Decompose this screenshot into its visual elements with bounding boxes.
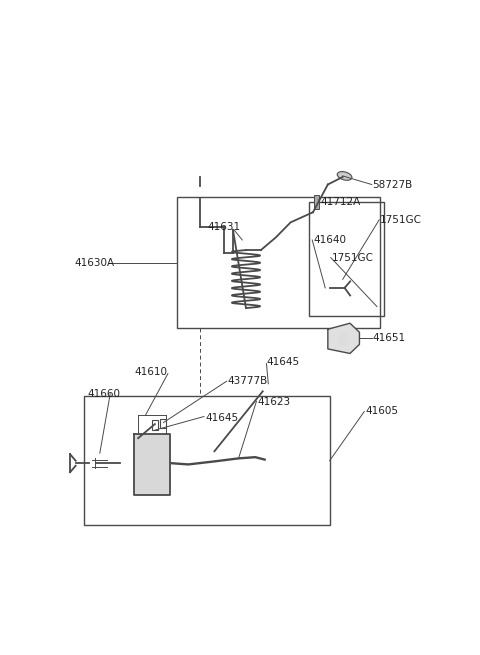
Bar bbox=[160, 419, 166, 428]
Text: 41645: 41645 bbox=[266, 357, 300, 367]
Bar bbox=[177, 197, 380, 328]
Text: 41610: 41610 bbox=[134, 367, 168, 377]
Circle shape bbox=[339, 333, 348, 345]
Text: 41660: 41660 bbox=[88, 389, 121, 399]
Polygon shape bbox=[328, 323, 360, 354]
Bar bbox=[84, 396, 330, 525]
Text: 43777B: 43777B bbox=[228, 376, 268, 386]
Text: 1751GC: 1751GC bbox=[380, 215, 422, 225]
Polygon shape bbox=[134, 434, 170, 495]
Text: 41640: 41640 bbox=[313, 235, 346, 245]
Text: 41651: 41651 bbox=[372, 333, 406, 343]
Text: 1751GC: 1751GC bbox=[332, 253, 373, 263]
Ellipse shape bbox=[337, 172, 352, 180]
Text: 41605: 41605 bbox=[365, 407, 398, 417]
Text: 41712A: 41712A bbox=[321, 197, 360, 207]
Text: 41631: 41631 bbox=[207, 223, 240, 233]
Text: 41623: 41623 bbox=[257, 398, 290, 407]
Bar bbox=[314, 195, 319, 209]
Text: 41630A: 41630A bbox=[75, 257, 115, 268]
Bar bbox=[309, 202, 384, 316]
Text: 41645: 41645 bbox=[205, 413, 238, 422]
Bar bbox=[152, 420, 158, 430]
Text: 58727B: 58727B bbox=[372, 179, 413, 189]
